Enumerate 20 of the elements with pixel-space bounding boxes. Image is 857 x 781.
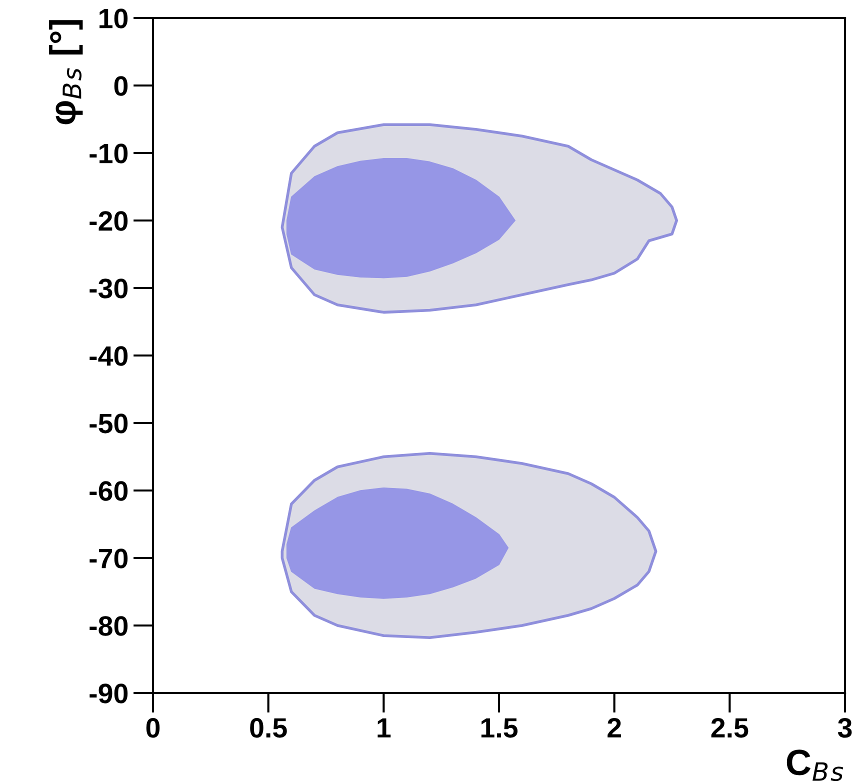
- y-tick-label: -50: [90, 414, 128, 434]
- x-tick-label: 1.5: [481, 718, 518, 738]
- x-tick-label: 2.5: [711, 718, 748, 738]
- y-tick-label: -90: [90, 684, 128, 704]
- x-tick-label: 3: [838, 718, 852, 738]
- x-tick-label: 2: [608, 718, 621, 738]
- x-axis-title: C$_{Bs}$: [786, 750, 844, 781]
- y-tick-label: 0: [114, 76, 128, 96]
- x-tick-label: 0.5: [250, 718, 287, 738]
- y-tick-label: -20: [90, 211, 128, 231]
- y-tick-label: -70: [90, 548, 128, 568]
- y-tick-label: -30: [90, 278, 128, 298]
- y-tick-label: 10: [100, 8, 128, 28]
- y-tick-label: -60: [90, 481, 128, 501]
- y-tick-label: -10: [90, 144, 128, 164]
- y-tick-label: -80: [90, 616, 128, 636]
- x-tick-label: 1: [378, 718, 391, 738]
- x-tick-label: 0: [146, 718, 160, 738]
- y-tick-label: -40: [90, 346, 128, 366]
- y-axis-title: φ$_{Bs}$ [°]: [49, 20, 83, 124]
